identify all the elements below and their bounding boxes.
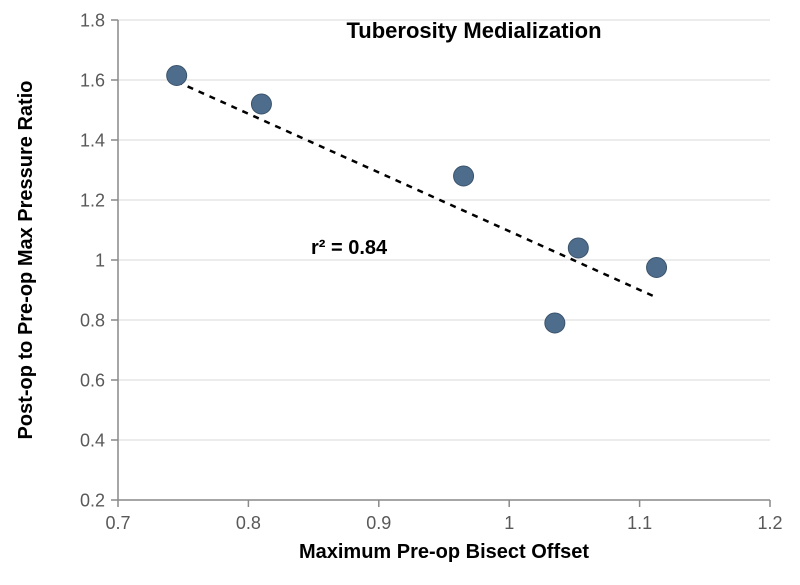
x-tick-label: 0.8 [236, 513, 261, 533]
x-tick-label: 1.1 [627, 513, 652, 533]
data-point [568, 238, 588, 258]
data-point [647, 258, 667, 278]
y-tick-label: 1.4 [80, 130, 105, 150]
y-tick-label: 0.4 [80, 430, 105, 450]
data-point [454, 166, 474, 186]
y-axis-label: Post-op to Pre-op Max Pressure Ratio [15, 81, 37, 440]
x-tick-label: 0.9 [366, 513, 391, 533]
y-tick-label: 1.6 [80, 70, 105, 90]
y-tick-label: 1 [95, 250, 105, 270]
y-tick-label: 1.2 [80, 190, 105, 210]
x-tick-label: 0.7 [105, 513, 130, 533]
x-tick-label: 1.2 [757, 513, 782, 533]
y-tick-label: 0.2 [80, 490, 105, 510]
scatter-chart: 0.7 0.8 0.9 1 1.1 1.2 0.2 0.4 0.6 0.8 1 1.2 1.4 1.6 1.… [0, 0, 800, 585]
data-point [167, 66, 187, 86]
x-axis-label: Maximum Pre-op Bisect Offset [299, 541, 589, 563]
data-point [545, 313, 565, 333]
chart-title: Tuberosity Medialization [346, 18, 601, 43]
chart-svg: 0.7 0.8 0.9 1 1.1 1.2 0.2 0.4 0.6 0.8 1 1.2 1.4 1.6 1.… [0, 0, 800, 585]
y-tick-label: 0.8 [80, 310, 105, 330]
y-tick-label: 1.8 [80, 10, 105, 30]
y-tick-label: 0.6 [80, 370, 105, 390]
r-squared-annotation: r² = 0.84 [311, 237, 388, 259]
data-point [251, 94, 271, 114]
x-tick-label: 1 [504, 513, 514, 533]
